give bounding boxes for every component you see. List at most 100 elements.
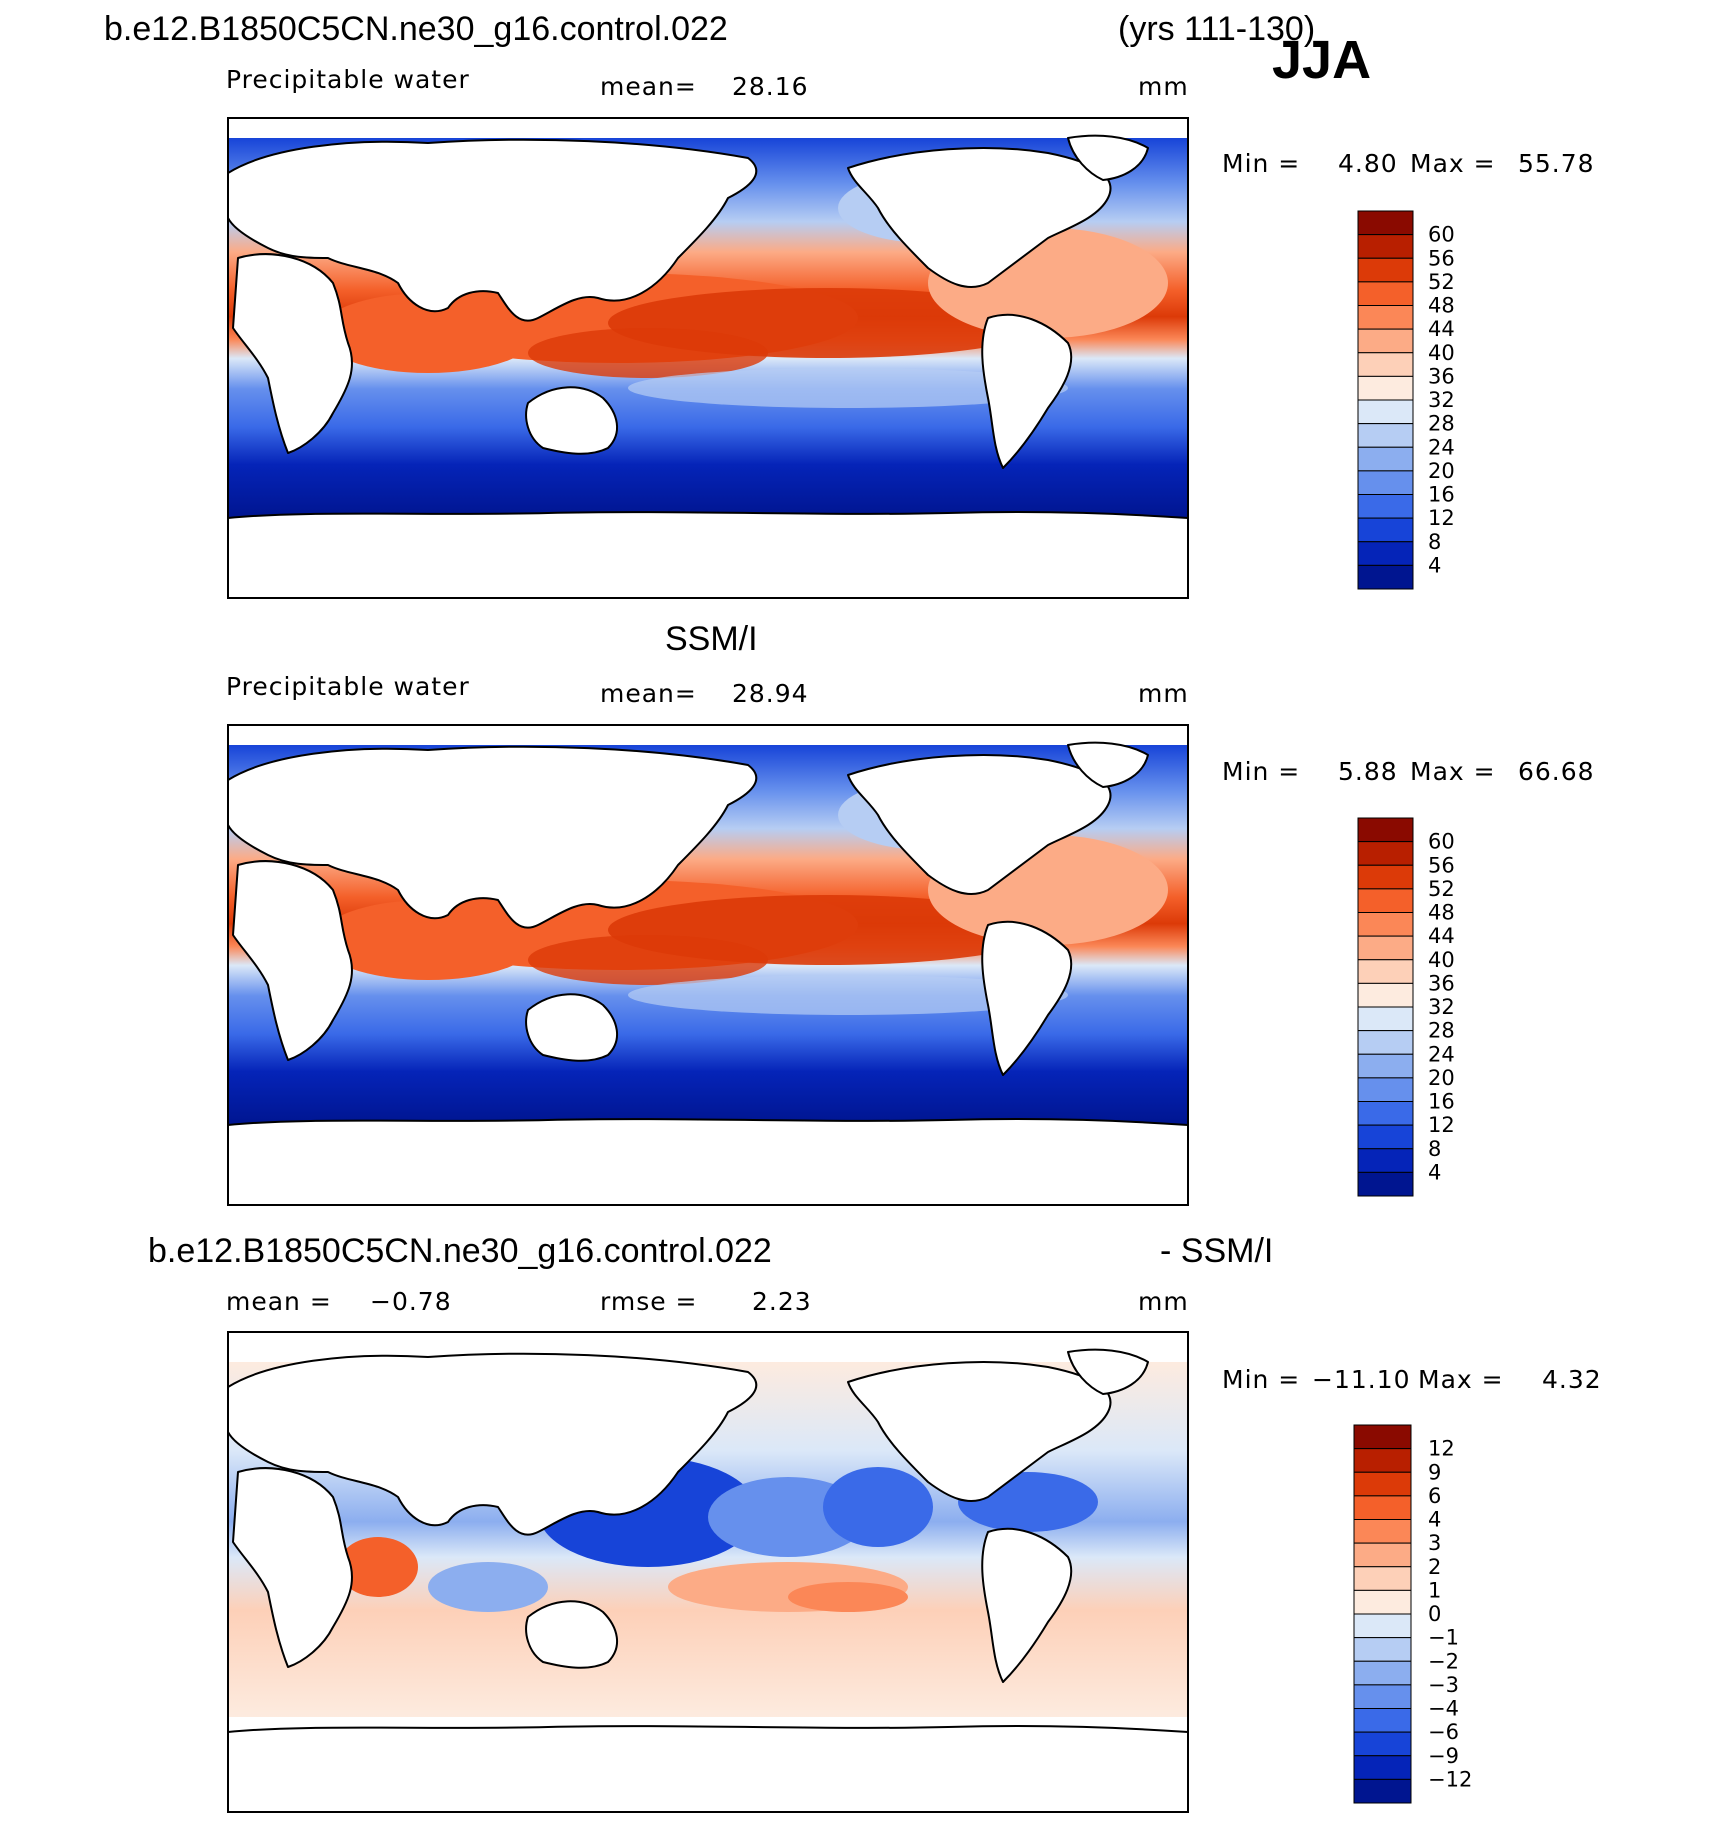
- panel3-rmse-label: rmse =: [600, 1287, 698, 1316]
- colorbar-swatch: [1353, 1589, 1412, 1615]
- colorbar-swatch: [1353, 1660, 1412, 1686]
- colorbar-tick-label: 8: [1428, 530, 1441, 554]
- colorbar-swatch: [1357, 888, 1414, 913]
- panel3-title-left: b.e12.B1850C5CN.ne30_g16.control.022: [148, 1232, 772, 1270]
- colorbar-swatch: [1357, 352, 1414, 377]
- colorbar-tick-label: 0: [1428, 1602, 1441, 1626]
- colorbar-tick-label: 6: [1428, 1484, 1441, 1508]
- colorbar-swatch: [1357, 935, 1414, 961]
- colorbar-swatch: [1357, 375, 1414, 401]
- colorbar-swatch: [1353, 1519, 1412, 1544]
- panel1-field-label: Precipitable water: [226, 65, 470, 94]
- colorbar-swatch: [1357, 817, 1414, 843]
- colorbar-swatch: [1357, 305, 1414, 330]
- colorbar-tick-label: 1: [1428, 1578, 1441, 1602]
- colorbar-swatch: [1357, 864, 1414, 890]
- panel2-units: mm: [1138, 679, 1189, 708]
- colorbar-swatch: [1353, 1542, 1412, 1568]
- panel2-min-label: Min =: [1222, 757, 1300, 786]
- colorbar-swatch: [1357, 281, 1414, 306]
- colorbar-tick-label: 44: [1428, 924, 1455, 948]
- panel3-map: [227, 1331, 1189, 1813]
- colorbar-swatch: [1357, 841, 1414, 866]
- panel3-max-label: Max =: [1418, 1365, 1504, 1394]
- panel2-mean-label: mean=: [600, 679, 697, 708]
- colorbar-tick-label: 12: [1428, 506, 1455, 530]
- figure-years-label: (yrs 111-130): [1118, 10, 1315, 48]
- colorbar-swatch: [1353, 1471, 1412, 1497]
- colorbar-tick-label: 16: [1428, 483, 1455, 507]
- colorbar-swatch: [1357, 1077, 1414, 1102]
- panel3-mean-value: −0.78: [370, 1287, 452, 1316]
- colorbar-swatch: [1357, 912, 1414, 937]
- colorbar-swatch: [1357, 959, 1414, 984]
- colorbar-tick-label: −1: [1428, 1626, 1459, 1650]
- colorbar-tick-label: −4: [1428, 1697, 1459, 1721]
- colorbar-tick-label: 24: [1428, 1042, 1455, 1066]
- colorbar-swatch: [1353, 1708, 1412, 1733]
- panel1-map: [227, 117, 1189, 599]
- colorbar-swatch: [1353, 1755, 1412, 1780]
- colorbar-tick-label: 44: [1428, 317, 1455, 341]
- colorbar-swatch: [1353, 1637, 1412, 1662]
- colorbar-swatch: [1353, 1566, 1412, 1591]
- panel1-mean-label: mean=: [600, 72, 697, 101]
- colorbar-tick-label: 36: [1428, 364, 1455, 388]
- colorbar-tick-label: 52: [1428, 270, 1455, 294]
- colorbar-tick-label: 24: [1428, 435, 1455, 459]
- colorbar-tick-label: −12: [1428, 1767, 1472, 1791]
- colorbar-swatch: [1353, 1613, 1412, 1639]
- colorbar-swatch: [1357, 234, 1414, 259]
- panel3-min-label: Min =: [1222, 1365, 1300, 1394]
- colorbar-tick-label: 60: [1428, 223, 1455, 247]
- colorbar-tick-label: 28: [1428, 412, 1455, 436]
- colorbar-swatch: [1357, 517, 1414, 543]
- colorbar-tick-label: 48: [1428, 294, 1455, 318]
- panel1-min-value: 4.80: [1338, 149, 1398, 178]
- colorbar-tick-label: 3: [1428, 1531, 1441, 1555]
- colorbar-swatch: [1357, 399, 1414, 425]
- colorbar-tick-label: 4: [1428, 1508, 1441, 1532]
- panel2-map: [227, 724, 1189, 1206]
- colorbar-swatch: [1353, 1684, 1412, 1709]
- panel1-max-label: Max =: [1410, 149, 1496, 178]
- panel1-mean-value: 28.16: [732, 72, 809, 101]
- panel2-max-value: 66.68: [1518, 757, 1595, 786]
- colorbar-swatch: [1357, 328, 1414, 354]
- colorbar-swatch: [1357, 446, 1414, 472]
- season-label: JJA: [1272, 30, 1371, 90]
- panel3-title-right: - SSM/I: [1160, 1232, 1273, 1270]
- colorbar-swatch: [1357, 1006, 1414, 1032]
- colorbar-tick-label: −6: [1428, 1720, 1459, 1744]
- colorbar-swatch: [1357, 1148, 1414, 1173]
- panel2-mean-value: 28.94: [732, 679, 809, 708]
- figure-case-title: b.e12.B1850C5CN.ne30_g16.control.022: [104, 10, 728, 48]
- colorbar-swatch: [1357, 423, 1414, 448]
- colorbar-swatch: [1357, 257, 1414, 283]
- panel1-min-label: Min =: [1222, 149, 1300, 178]
- panel3-rmse-value: 2.23: [752, 1287, 812, 1316]
- colorbar-tick-label: 4: [1428, 1160, 1441, 1184]
- colorbar-tick-label: 56: [1428, 853, 1455, 877]
- panel3-min-value: −11.10: [1312, 1365, 1411, 1394]
- colorbar-swatch: [1357, 1124, 1414, 1150]
- colorbar-tick-label: −3: [1428, 1673, 1459, 1697]
- colorbar-tick-label: 4: [1428, 553, 1441, 577]
- panel2-field-label: Precipitable water: [226, 672, 470, 701]
- colorbar-tick-label: 2: [1428, 1555, 1441, 1579]
- colorbar-swatch: [1357, 494, 1414, 519]
- panel2-title: SSM/I: [665, 620, 758, 658]
- panel2-max-label: Max =: [1410, 757, 1496, 786]
- colorbar-tick-label: 16: [1428, 1090, 1455, 1114]
- colorbar-tick-label: 8: [1428, 1137, 1441, 1161]
- panel3-mean-label: mean =: [226, 1287, 332, 1316]
- colorbar-swatch: [1357, 1030, 1414, 1055]
- colorbar-tick-label: 32: [1428, 388, 1455, 412]
- colorbar-tick-label: −2: [1428, 1649, 1459, 1673]
- colorbar-swatch: [1357, 470, 1414, 495]
- colorbar-tick-label: −9: [1428, 1744, 1459, 1768]
- panel2-min-value: 5.88: [1338, 757, 1398, 786]
